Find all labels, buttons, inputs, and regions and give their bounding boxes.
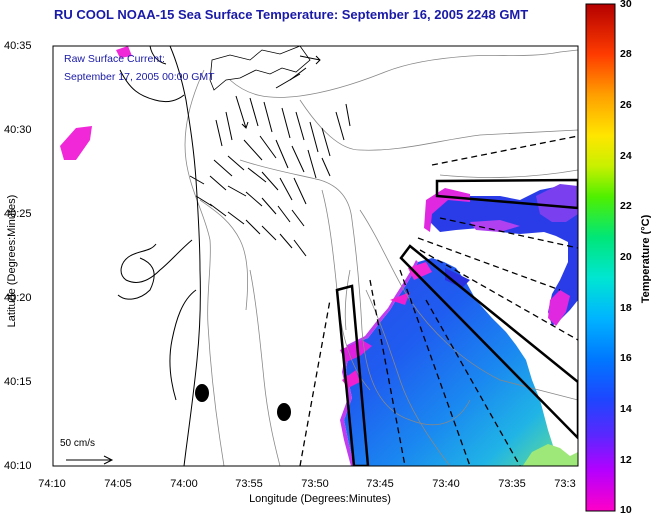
y-tick-label: 40:25 [4,208,32,220]
colorbar-tick: 10 [620,504,632,516]
coastline-detail [209,46,311,91]
colorbar-tick: 26 [620,99,632,111]
colorbar-tick: 16 [620,352,632,364]
scale-arrow [66,455,114,465]
colorbar-tick: 14 [620,403,632,415]
buoy-marker [195,384,209,402]
y-tick-label: 40:30 [4,124,32,136]
colorbar-tick: 20 [620,251,632,263]
survey-box-narrow [335,284,370,466]
sst-patch-southeast [522,444,578,466]
x-tick-label: 74:05 [104,478,132,490]
colorbar-tick: 18 [620,302,632,314]
y-tick-label: 40:20 [4,292,32,304]
x-tick-label: 73:40 [432,478,460,490]
x-tick-label: 74:10 [38,478,66,490]
sst-patch-small [116,46,132,58]
colorbar [585,3,616,512]
y-tick-label: 40:15 [4,376,32,388]
dashed-tracks [299,135,578,466]
colorbar-tick: 24 [620,150,632,162]
colorbar-tick: 12 [620,454,632,466]
scale-label: 50 cm/s [60,438,96,449]
surface-current-arrows [189,55,351,257]
buoy-marker [277,403,291,421]
y-axis-title: Latitude (Degrees:Minutes) [6,194,18,328]
y-tick-label: 40:35 [4,40,32,52]
x-tick-label: 73:35 [498,478,526,490]
x-tick-label: 73:50 [301,478,329,490]
current-label-line1: Raw Surface Current: [64,53,165,65]
sst-patch-islet [60,126,92,160]
colorbar-tick: 22 [620,200,632,212]
current-label-line2: September 17, 2005 00:00 GMT [64,71,215,83]
coastline [117,46,201,466]
colorbar-tick: 28 [620,48,632,60]
plot-frame [52,45,579,467]
x-tick-label: 73:45 [366,478,394,490]
x-axis-title: Longitude (Degrees:Minutes) [249,493,391,505]
survey-box-diagonal [399,244,578,440]
sst-patch-main [340,258,564,466]
colorbar-tick: 30 [620,0,632,10]
x-tick-label: 74:00 [170,478,198,490]
x-tick-label: 73:55 [235,478,263,490]
y-tick-label: 40:10 [4,460,32,472]
x-tick-label: 73:3 [554,478,576,490]
map-title: RU COOL NOAA-15 Sea Surface Temperature:… [54,7,529,22]
survey-box-north [435,178,578,210]
